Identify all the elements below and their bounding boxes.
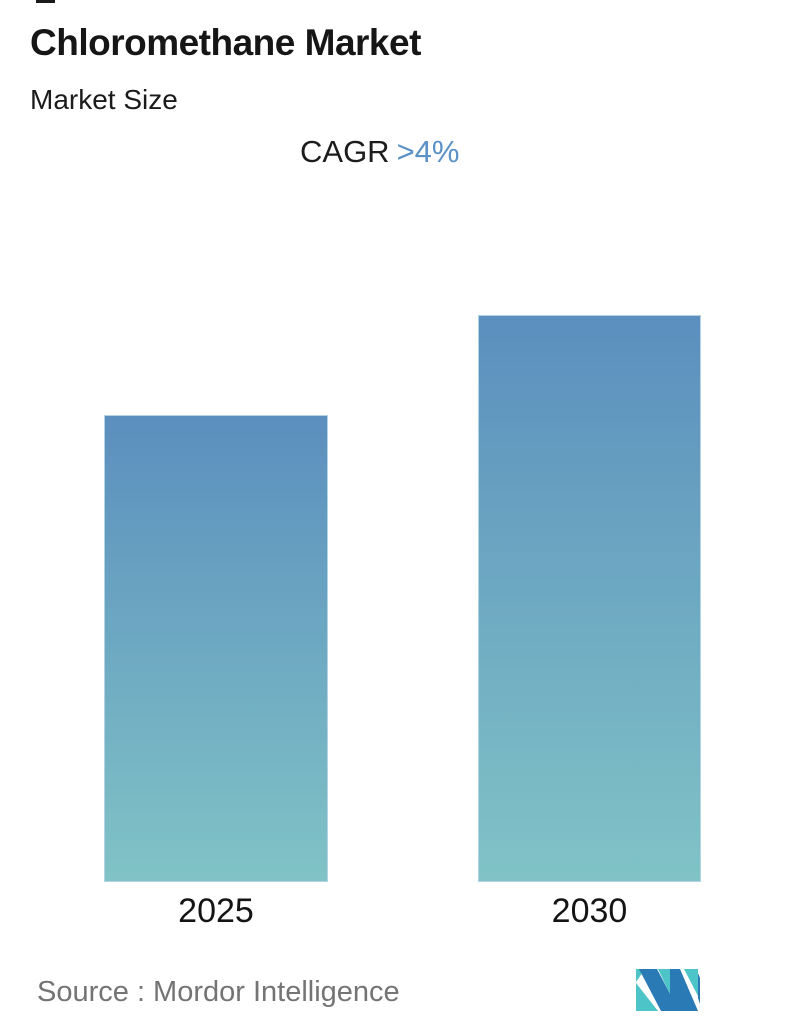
chart-subtitle: Market Size xyxy=(30,84,178,115)
mordor-intelligence-logo xyxy=(636,969,700,1011)
bar-2030 xyxy=(478,315,701,882)
top-edge-mark xyxy=(36,0,55,3)
bar-label-2025: 2025 xyxy=(178,892,254,930)
logo-teal-bottom-left-triangle xyxy=(636,983,658,1011)
cagr-value: >4% xyxy=(396,134,460,169)
logo-blue-right-bar xyxy=(670,969,698,1011)
logo-teal-top-right-triangle xyxy=(684,969,698,996)
cagr-annotation: CAGR >4% xyxy=(300,134,460,170)
logo-blue-right-sliver xyxy=(698,973,700,1004)
cagr-label: CAGR xyxy=(300,134,390,169)
page-title: Chloromethane Market xyxy=(30,22,421,63)
bar-2025 xyxy=(104,415,328,882)
bar-group-2025: 2025 xyxy=(104,415,328,930)
bar-label-2030: 2030 xyxy=(551,892,628,930)
bar-group-2030: 2030 xyxy=(478,315,701,930)
logo-teal-middle-triangle xyxy=(658,969,670,994)
source-text: Source : Mordor Intelligence xyxy=(37,976,400,1008)
logo-blue-diagonal-band xyxy=(639,969,679,1011)
